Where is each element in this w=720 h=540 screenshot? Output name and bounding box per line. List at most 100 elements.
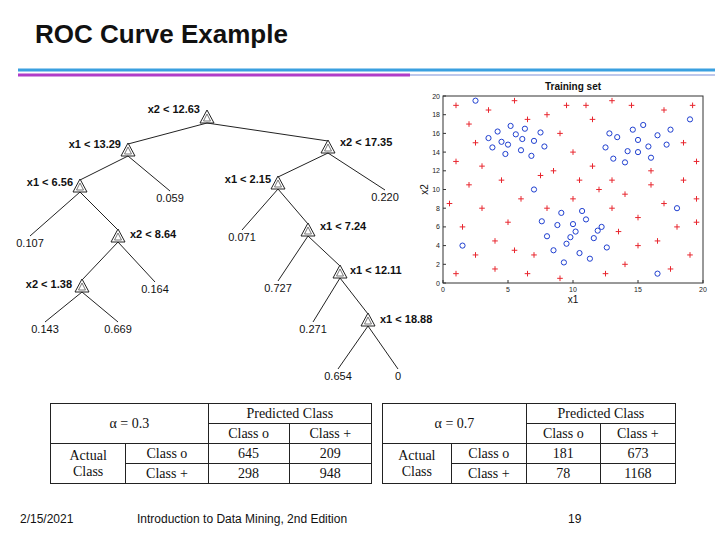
point-plus: [499, 177, 505, 183]
point-plus: [674, 224, 680, 230]
points: [447, 98, 700, 281]
point-circle: [555, 222, 560, 227]
leaf-label: 0.059: [156, 192, 184, 204]
tree-edge: [82, 242, 118, 280]
point-plus: [453, 103, 459, 109]
tree-edge: [30, 192, 80, 236]
tree-node: [73, 179, 87, 192]
point-plus: [518, 196, 524, 202]
point-plus: [466, 182, 472, 188]
tree-edge: [80, 192, 118, 230]
tree-node: [75, 279, 89, 292]
footer-page: 19: [568, 512, 582, 526]
point-circle: [490, 145, 495, 150]
tree-node-inner: [305, 227, 312, 234]
y-tick-label: 8: [436, 205, 440, 212]
predicted-label: Predicted Class: [208, 404, 371, 424]
point-plus: [596, 187, 602, 193]
split-label: x1 < 7.24: [320, 220, 367, 232]
point-plus: [577, 177, 583, 183]
tree-node-inner: [204, 114, 211, 121]
y-tick: [443, 226, 446, 227]
tree-node-inner: [77, 183, 84, 190]
tree-edge: [128, 123, 207, 144]
y-tick: [443, 133, 446, 134]
tree-node: [111, 229, 125, 242]
cell-value: 209: [289, 444, 371, 464]
y-tick-label: 2: [436, 261, 440, 268]
leaf-label: 0.164: [141, 283, 169, 295]
leaf-label: 0.271: [299, 323, 327, 335]
point-plus: [473, 140, 479, 146]
point-plus: [690, 103, 696, 109]
y-axis-label: x2: [419, 184, 430, 195]
point-circle: [559, 210, 564, 215]
chart-title: Training set: [545, 81, 602, 92]
y-tick-label: 16: [432, 130, 440, 137]
point-plus: [466, 121, 472, 127]
point-plus: [551, 168, 557, 174]
leaf-label: 0: [395, 370, 401, 382]
point-plus: [622, 262, 628, 268]
column-header: Class o: [208, 424, 289, 444]
y-tick: [443, 114, 446, 115]
point-plus: [655, 238, 661, 244]
point-circle: [573, 229, 578, 234]
point-plus: [635, 243, 641, 249]
tree-edge: [80, 156, 128, 180]
tree-edge: [368, 326, 398, 369]
point-plus: [648, 168, 654, 174]
x-tick: [638, 280, 639, 283]
point-circle: [486, 135, 491, 140]
split-label: x1 < 13.29: [69, 138, 121, 150]
y-tick: [443, 283, 446, 284]
point-circle: [583, 217, 588, 222]
point-circle: [473, 98, 478, 103]
tree-node-inner: [275, 180, 282, 187]
point-plus: [668, 266, 674, 272]
point-circle: [460, 243, 465, 248]
point-plus: [544, 205, 550, 211]
split-label: x2 < 8.64: [130, 228, 177, 240]
point-circle: [570, 221, 575, 226]
x-tick-label: 10: [569, 286, 577, 293]
point-plus: [486, 107, 492, 113]
x-tick-label: 20: [699, 286, 707, 293]
tree-node-inner: [365, 317, 372, 324]
point-plus: [525, 271, 531, 277]
tree-edge: [340, 278, 368, 314]
tree-node-inner: [337, 269, 344, 276]
point-circle: [539, 219, 544, 224]
point-plus: [694, 196, 700, 202]
point-plus: [629, 103, 635, 109]
x-tick: [703, 280, 704, 283]
tree-node-inner: [325, 144, 332, 151]
point-circle: [542, 144, 547, 149]
y-tick-label: 0: [436, 280, 440, 287]
cell-value: 78: [526, 464, 600, 484]
x-tick: [573, 280, 574, 283]
y-tick: [443, 152, 446, 153]
point-plus: [570, 196, 576, 202]
y-tick-label: 4: [436, 242, 440, 249]
predicted-label: Predicted Class: [526, 404, 675, 424]
tree-node: [301, 223, 315, 236]
leaf-label: 0.727: [264, 282, 292, 294]
alpha-label: α = 0.3: [51, 404, 209, 444]
point-circle: [564, 241, 569, 246]
split-label: x1 < 6.56: [27, 176, 73, 188]
point-plus: [661, 201, 667, 207]
x-tick-label: 5: [506, 286, 510, 293]
confusion-matrix: α = 0.3Predicted ClassClass oClass +Actu…: [50, 403, 372, 484]
y-tick-label: 6: [436, 223, 440, 230]
cell-value: 645: [208, 444, 289, 464]
actual-label: ActualClass: [383, 444, 452, 484]
point-circle: [622, 160, 627, 165]
tree-node: [333, 265, 347, 278]
point-circle: [513, 132, 518, 137]
x-tick-label: 0: [441, 286, 445, 293]
leaf-label: 0.071: [228, 231, 256, 243]
point-plus: [531, 252, 537, 258]
tree-edge: [313, 278, 340, 322]
point-plus: [557, 131, 563, 137]
